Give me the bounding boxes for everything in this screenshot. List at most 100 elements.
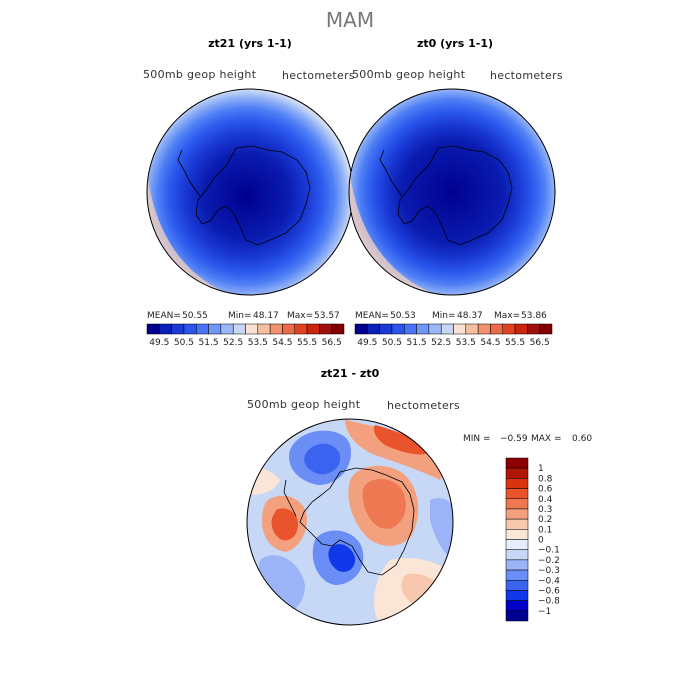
colorbar-swatch (319, 323, 332, 335)
panel1-mean-label: MEAN= (147, 311, 181, 321)
colorbar-swatch (306, 323, 320, 335)
diff-neg-south-core (328, 544, 356, 572)
peninsula-outline-1 (177, 149, 201, 197)
colorbar-tick-label: 50.5 (382, 338, 402, 348)
panel2-min: 48.37 (457, 311, 483, 321)
diff-neg-north-core (304, 443, 341, 475)
panel3-max: 0.60 (572, 434, 592, 444)
colorbar-tick-label: 56.5 (530, 338, 550, 348)
colorbar-tick-label: −0.6 (538, 586, 560, 596)
colorbar-tick-label: 53.5 (456, 338, 476, 348)
colorbar-swatch (331, 323, 345, 335)
antarctica-outline-2 (397, 145, 513, 246)
panel3-right-label: hectometers (387, 399, 460, 412)
panel2-left-label: 500mb geop height (352, 68, 466, 81)
panel3-left-label: 500mb geop height (247, 398, 361, 411)
colorbar-swatch (294, 323, 308, 335)
panel1-min-label: Min= (228, 311, 252, 321)
colorbar-tick-label: −0.8 (538, 597, 560, 607)
panel-zt21: zt21 (yrs 1-1) 500mb geop height hectome… (143, 37, 355, 348)
colorbar-swatch (453, 323, 467, 335)
colorbar-tick-label: 54.5 (272, 338, 292, 348)
panel2-max: 53.86 (521, 311, 547, 321)
panel2-title: zt0 (yrs 1-1) (417, 37, 493, 50)
colorbar-swatch (490, 323, 503, 335)
colorbar-swatch (505, 590, 529, 601)
colorbar-tick-label: 51.5 (407, 338, 427, 348)
colorbar-tick-label: −0.4 (538, 576, 560, 586)
panel2-border (348, 88, 556, 296)
diff-neg-east-edge (430, 498, 453, 560)
colorbar-tick-label: 0.8 (538, 474, 553, 484)
panel1-title: zt21 (yrs 1-1) (208, 37, 292, 50)
colorbar-swatch (367, 323, 380, 335)
colorbar-tick-label: −0.2 (538, 556, 560, 566)
colorbar-swatch (505, 457, 529, 469)
panel3-title: zt21 - zt0 (321, 367, 380, 380)
colorbar-swatch (416, 323, 430, 335)
colorbar-swatch (428, 323, 442, 335)
colorbar-tick-label: 54.5 (480, 338, 500, 348)
colorbar-tick-label: 56.5 (322, 338, 342, 348)
colorbar-tick-label: 0.2 (538, 515, 552, 525)
colorbar-swatch (505, 478, 529, 489)
panel3-colorbar: 10.80.60.40.30.20.10−0.1−0.2−0.3−0.4−0.6… (505, 457, 560, 622)
antarctica-outline-1 (195, 145, 311, 246)
colorbar-tick-label: 55.5 (297, 338, 317, 348)
panel2-min-label: Min= (432, 311, 456, 321)
colorbar-swatch (505, 569, 529, 581)
panel-diff: zt21 - zt0 500mb geop height hectometers (246, 367, 592, 626)
colorbar-swatch (539, 323, 553, 335)
panel1-right-label: hectometers (282, 69, 355, 82)
colorbar-swatch (477, 323, 491, 335)
colorbar-swatch (354, 323, 368, 335)
colorbar-swatch (505, 508, 529, 520)
colorbar-swatch (282, 323, 295, 335)
panel1-min: 48.17 (253, 311, 279, 321)
colorbar-swatch (527, 323, 540, 335)
colorbar-swatch (505, 580, 529, 591)
panel3-min: −0.59 (500, 434, 528, 444)
panel1-colorbar: 49.5 50.5 51.5 52.5 53.5 54.5 55.5 56.5 (146, 323, 345, 348)
panel-zt0: zt0 (yrs 1-1) 500mb geop height hectomet… (348, 37, 563, 348)
peninsula-outline-3 (283, 479, 297, 517)
panel3-min-label: MIN = (463, 434, 491, 444)
colorbar-swatch (502, 323, 516, 335)
colorbar-swatch (505, 610, 529, 622)
colorbar-tick-label: 0.4 (538, 495, 553, 505)
colorbar-swatch (159, 323, 172, 335)
colorbar-tick-label: −0.1 (538, 546, 560, 556)
colorbar-swatch (391, 323, 405, 335)
colorbar-swatch (269, 323, 283, 335)
panel2-colorbar: 49.5 50.5 51.5 52.5 53.5 54.5 55.5 56.5 (354, 323, 553, 348)
colorbar-tick-label: 0.6 (538, 485, 553, 495)
diff-pos-northeast (345, 419, 442, 480)
colorbar-swatch (171, 323, 185, 335)
panel2-right-label: hectometers (490, 69, 563, 82)
figure-title: MAM (326, 8, 374, 32)
colorbar-swatch (505, 600, 529, 612)
panel2-mean: 50.53 (390, 311, 416, 321)
colorbar-tick-label: 52.5 (223, 338, 243, 348)
diff-pos-northeast-core (373, 425, 432, 455)
colorbar-swatch (208, 323, 222, 335)
panel1-max: 53.57 (314, 311, 340, 321)
colorbar-tick-label: 52.5 (431, 338, 451, 348)
colorbar-swatch (257, 323, 271, 335)
colorbar-swatch (404, 323, 417, 335)
colorbar-swatch (505, 467, 529, 479)
colorbar-swatch (505, 518, 529, 530)
colorbar-swatch (505, 529, 529, 540)
colorbar-swatch (505, 549, 529, 561)
panel2-mean-label: MEAN= (355, 311, 389, 321)
colorbar-tick-label: 49.5 (357, 338, 377, 348)
colorbar-tick-label: 49.5 (149, 338, 169, 348)
colorbar-swatch (440, 323, 454, 335)
colorbar-tick-label: 0.3 (538, 505, 552, 515)
colorbar-swatch (232, 323, 246, 335)
colorbar-swatch (245, 323, 259, 335)
colorbar-swatch (379, 323, 393, 335)
colorbar-tick-label: 55.5 (505, 338, 525, 348)
panel1-mean: 50.55 (182, 311, 208, 321)
